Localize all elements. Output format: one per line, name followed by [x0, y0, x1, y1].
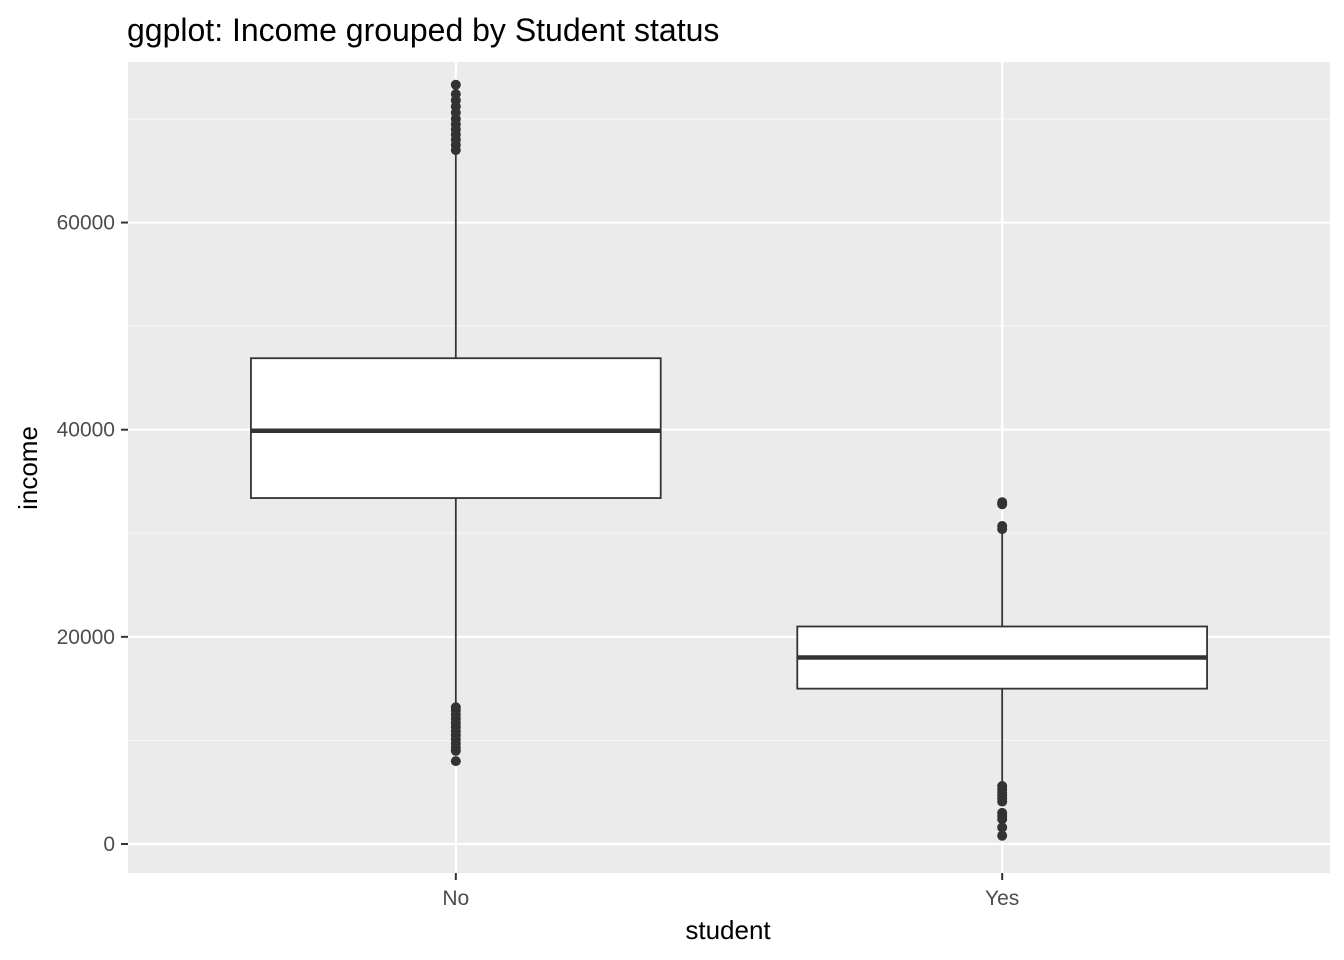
y-tick-label: 60000 [57, 212, 115, 235]
box-series [250, 79, 1208, 841]
x-axis: No Yes [442, 873, 1019, 910]
y-axis: 0 20000 40000 60000 [57, 212, 128, 856]
outlier-point [997, 796, 1008, 807]
y-axis-title: income [13, 426, 43, 510]
outlier-point [997, 499, 1008, 510]
chart-title: ggplot: Income grouped by Student status [127, 12, 719, 48]
x-axis-title: student [685, 915, 771, 945]
grid-minor-lines [128, 118, 1330, 742]
outlier-point [450, 79, 461, 90]
box-no [250, 79, 662, 767]
x-tick-label: Yes [985, 887, 1019, 910]
outlier-point [997, 814, 1008, 825]
y-tick-label: 20000 [57, 626, 115, 649]
x-tick-label: No [442, 887, 469, 910]
outlier-point [450, 145, 461, 156]
y-tick-label: 40000 [57, 419, 115, 442]
outlier-point [450, 756, 461, 767]
outlier-point [997, 822, 1008, 833]
iqr-box [250, 357, 662, 499]
outlier-point [997, 830, 1008, 841]
y-tick-label: 0 [103, 833, 115, 856]
outlier-point [450, 745, 461, 756]
box-yes [796, 497, 1208, 841]
outlier-point [997, 524, 1008, 535]
